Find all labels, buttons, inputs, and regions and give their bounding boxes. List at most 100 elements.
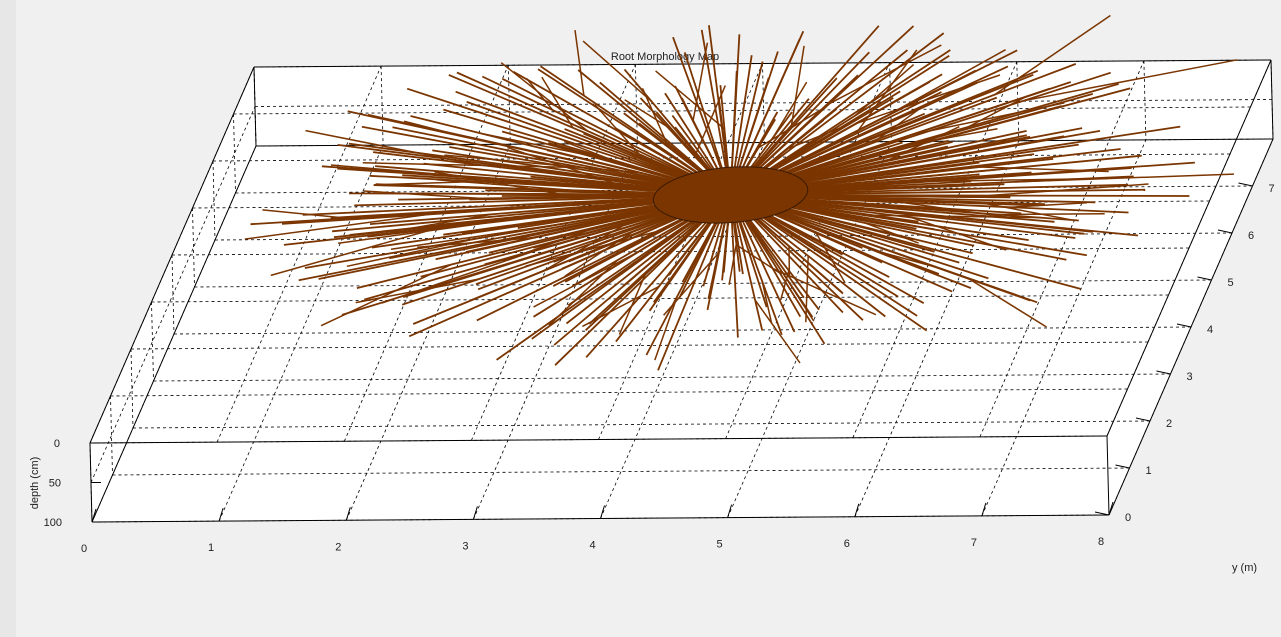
root-line bbox=[746, 196, 1087, 257]
root-line bbox=[408, 199, 718, 338]
root-branch bbox=[761, 280, 773, 324]
root-line bbox=[369, 174, 713, 195]
x-tick-mark bbox=[727, 504, 733, 518]
root-line bbox=[501, 77, 721, 191]
root-line bbox=[337, 144, 714, 194]
y-axis-label: y (m) bbox=[1232, 562, 1257, 574]
root-line bbox=[302, 194, 712, 216]
root-branch bbox=[996, 213, 1105, 216]
root-branch bbox=[355, 278, 479, 304]
axes-box-edge bbox=[91, 145, 257, 523]
root-branch bbox=[988, 183, 1149, 197]
grid-line-y bbox=[192, 200, 1210, 209]
root-line bbox=[737, 200, 886, 318]
grid-line-z bbox=[254, 99, 1273, 107]
y-tick-label: 3 bbox=[1187, 371, 1193, 383]
grid-line-y bbox=[112, 467, 1130, 476]
grid-line-y bbox=[153, 373, 1171, 382]
root-branch bbox=[270, 224, 449, 277]
axes-box-edge bbox=[89, 435, 1108, 444]
x-tick-mark bbox=[472, 506, 478, 520]
axes-box-edge bbox=[1106, 59, 1272, 437]
grid-line-back bbox=[762, 63, 765, 143]
grid-line-back bbox=[889, 62, 892, 142]
grid-line-y bbox=[233, 106, 1251, 115]
grid-line-y bbox=[132, 420, 1151, 429]
root-branch bbox=[772, 81, 808, 138]
grid-line-x bbox=[725, 62, 890, 439]
y-tick-mark bbox=[1238, 182, 1253, 187]
root-branch bbox=[1023, 59, 1238, 102]
root-line bbox=[749, 125, 1181, 193]
root-line bbox=[623, 68, 726, 190]
root-branch bbox=[969, 87, 1131, 132]
root-line bbox=[747, 196, 1076, 239]
root-branch bbox=[977, 201, 1071, 221]
root-branch bbox=[783, 274, 815, 322]
root-line bbox=[747, 195, 1094, 233]
root-branch bbox=[582, 40, 653, 103]
root-branch bbox=[390, 223, 563, 251]
grid-line-side bbox=[212, 160, 216, 241]
root-line bbox=[738, 199, 928, 332]
y-tick-mark bbox=[1217, 229, 1233, 234]
grid-line-y bbox=[171, 247, 1190, 256]
root-branch bbox=[594, 103, 646, 162]
x-tick-mark bbox=[981, 502, 987, 517]
root-branch bbox=[967, 95, 1028, 128]
root-branch bbox=[403, 120, 466, 138]
root-line bbox=[354, 194, 712, 207]
root-branch bbox=[967, 277, 1047, 328]
x-tick-label: 7 bbox=[971, 537, 977, 549]
root-line bbox=[740, 55, 950, 190]
root-branch bbox=[654, 295, 679, 361]
x-tick-label: 0 bbox=[81, 543, 87, 555]
root-branch bbox=[363, 190, 481, 200]
root-line bbox=[672, 36, 729, 189]
axes-box-edge bbox=[1270, 59, 1274, 140]
root-line bbox=[731, 201, 764, 331]
grid-line-y bbox=[110, 388, 1128, 397]
x-tick-mark bbox=[600, 505, 605, 519]
root-line bbox=[406, 87, 718, 192]
grid-line-y bbox=[214, 232, 1233, 241]
root-branch bbox=[889, 49, 1006, 115]
root-line bbox=[743, 198, 989, 280]
y-tick-label: 0 bbox=[1125, 512, 1131, 524]
root-line bbox=[733, 200, 826, 345]
root-branch bbox=[641, 87, 669, 147]
root-branch bbox=[507, 146, 620, 186]
grid-line-y bbox=[151, 294, 1169, 303]
x-tick-mark bbox=[218, 507, 224, 522]
grid-line-y bbox=[130, 341, 1149, 350]
root-line bbox=[741, 198, 953, 293]
root-branch bbox=[417, 237, 532, 249]
grid-line-side bbox=[233, 113, 236, 194]
grid-line-back bbox=[1143, 60, 1147, 140]
axes-box-edge bbox=[253, 66, 257, 147]
root-line bbox=[730, 201, 739, 338]
root-line bbox=[410, 115, 717, 193]
root-line bbox=[554, 201, 725, 366]
root-branch bbox=[911, 102, 1065, 136]
root-line bbox=[657, 201, 729, 371]
y-tick-label: 2 bbox=[1166, 418, 1172, 430]
x-tick-label: 6 bbox=[844, 538, 850, 550]
root-branch bbox=[754, 299, 801, 364]
root-branch bbox=[1009, 201, 1088, 209]
root-line bbox=[742, 198, 1031, 302]
root-branch bbox=[886, 199, 1016, 219]
root-line bbox=[732, 201, 783, 336]
root-branch bbox=[582, 285, 660, 328]
grid-line-back bbox=[380, 66, 384, 146]
root-branch bbox=[434, 171, 560, 195]
root-branch bbox=[786, 125, 845, 150]
z-tick-label: 0 bbox=[54, 438, 60, 450]
root-branch bbox=[526, 78, 554, 111]
y-tick-label: 7 bbox=[1269, 183, 1275, 195]
x-tick-mark bbox=[854, 503, 860, 517]
grid-line-y bbox=[235, 185, 1253, 194]
figure-left-strip bbox=[0, 0, 16, 637]
grid-line-y bbox=[173, 326, 1192, 335]
root-line bbox=[281, 195, 712, 225]
